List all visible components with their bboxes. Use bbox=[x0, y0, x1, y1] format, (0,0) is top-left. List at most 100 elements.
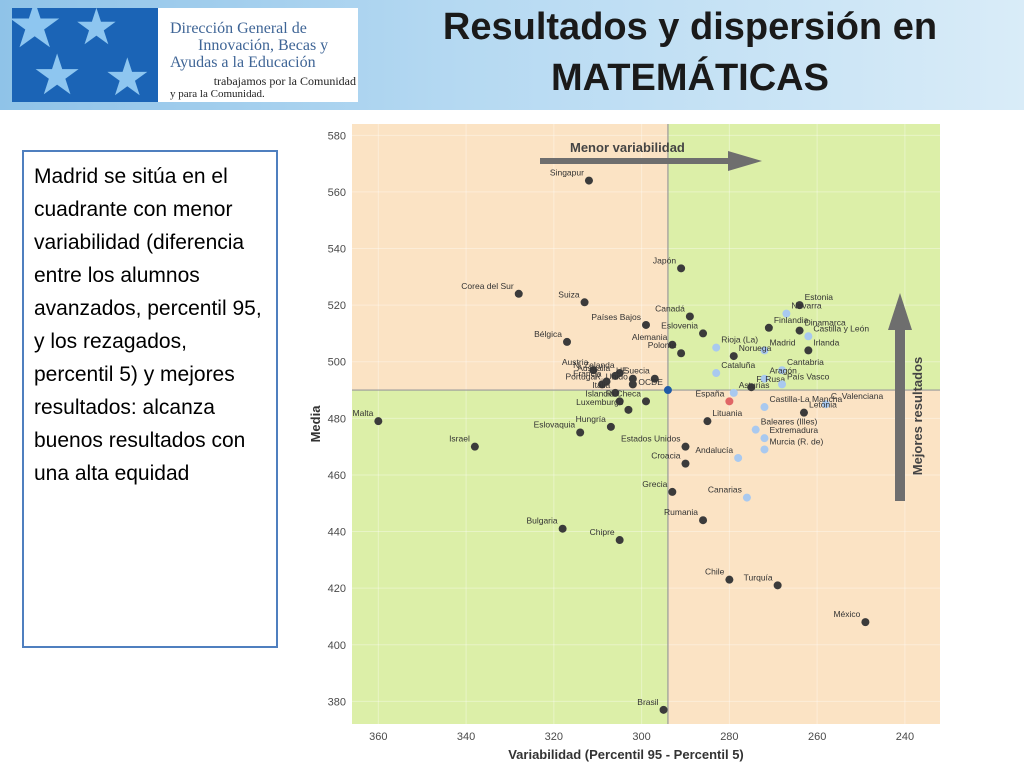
slide-title-line: Resultados y dispersión en bbox=[442, 6, 938, 48]
y-tick-label: 540 bbox=[328, 244, 346, 256]
data-point-label: Eslovaquia bbox=[534, 419, 576, 429]
data-point bbox=[795, 326, 804, 335]
data-point bbox=[606, 422, 615, 431]
explanation-text-box: Madrid se sitúa en el cuadrante con meno… bbox=[22, 150, 278, 648]
y-tick-label: 580 bbox=[328, 130, 346, 142]
data-point bbox=[712, 343, 721, 352]
data-point bbox=[659, 705, 668, 714]
data-point bbox=[615, 536, 624, 545]
data-point bbox=[628, 380, 637, 389]
data-point-label: Baleares (Illes) bbox=[761, 417, 818, 427]
data-point-label: Canadá bbox=[655, 303, 685, 313]
data-point-label: Dinamarca bbox=[805, 318, 846, 328]
data-point bbox=[580, 298, 589, 307]
data-point bbox=[576, 428, 585, 437]
data-point bbox=[725, 397, 734, 406]
data-point bbox=[712, 369, 721, 378]
data-point-label: España bbox=[696, 388, 725, 398]
quadrant-bottom-right bbox=[667, 390, 940, 724]
arrow-x-label: Menor variabilidad bbox=[570, 140, 685, 155]
x-tick-label: 240 bbox=[896, 731, 914, 743]
data-point-label: Eslovenia bbox=[661, 320, 698, 330]
star-icon: ★ bbox=[12, 8, 64, 63]
y-tick-label: 460 bbox=[328, 470, 346, 482]
data-point bbox=[628, 374, 637, 383]
data-point bbox=[663, 386, 672, 395]
data-point bbox=[773, 581, 782, 590]
data-point-label: Francia bbox=[573, 369, 602, 379]
data-point-label: Estonia bbox=[805, 292, 834, 302]
y-tick-label: 520 bbox=[328, 300, 346, 312]
data-point bbox=[703, 417, 712, 426]
data-point bbox=[725, 575, 734, 584]
slide-title: Resultados y dispersión en MATEMÁTICAS bbox=[372, 2, 1008, 104]
data-point-label: UE bbox=[616, 366, 628, 376]
data-point-label: R. Unido bbox=[595, 371, 628, 381]
data-point bbox=[782, 309, 791, 318]
data-point-label: Murcia (R. de) bbox=[769, 436, 823, 446]
arrow-right-icon bbox=[540, 151, 762, 171]
data-point bbox=[668, 487, 677, 496]
data-point bbox=[624, 405, 633, 414]
star-icon: ★ bbox=[32, 43, 83, 103]
data-point-label: Castilla-La Mancha bbox=[769, 394, 842, 404]
data-point bbox=[760, 445, 769, 454]
data-point-label: Alemania bbox=[632, 332, 668, 342]
data-point bbox=[799, 408, 808, 417]
x-tick-label: 260 bbox=[808, 731, 826, 743]
data-point bbox=[729, 388, 738, 397]
x-tick-label: 280 bbox=[720, 731, 738, 743]
logo-text: Dirección General de Innovación, Becas y… bbox=[170, 20, 356, 101]
data-point-label: Suecia bbox=[624, 366, 650, 376]
scatter-chart: 380 400 420 440 460 480 500 520 540 560 580 360 340 3… bbox=[300, 118, 952, 768]
logo-line: Innovación, Becas y bbox=[198, 37, 329, 54]
y-tick-label: 560 bbox=[328, 187, 346, 199]
data-point bbox=[374, 417, 383, 426]
data-point-label: Castilla y León bbox=[813, 323, 869, 333]
data-point-label: F. Rusa bbox=[756, 374, 785, 384]
data-point bbox=[589, 366, 598, 375]
data-point bbox=[615, 397, 624, 406]
data-point bbox=[584, 176, 593, 185]
data-point-label: Turquía bbox=[744, 572, 773, 582]
slide-title-line: MATEMÁTICAS bbox=[551, 57, 829, 99]
scatter-chart-svg: 380 400 420 440 460 480 500 520 540 560 580 360 340 3… bbox=[308, 124, 940, 762]
data-point bbox=[699, 329, 708, 338]
data-point-label: Bulgaria bbox=[526, 516, 557, 526]
arrow-up-icon bbox=[888, 293, 912, 501]
data-point-label: México bbox=[833, 609, 860, 619]
logo-line: Ayudas a la Educación bbox=[170, 54, 316, 71]
y-tick-label: 380 bbox=[328, 696, 346, 708]
data-point-label: Singapur bbox=[550, 168, 584, 178]
data-point bbox=[795, 301, 804, 310]
data-point-label: Chile bbox=[705, 567, 725, 577]
data-point-label: Asturias bbox=[739, 380, 770, 390]
data-point-label: C. Valenciana bbox=[831, 391, 884, 401]
data-point bbox=[668, 340, 677, 349]
data-point-label: Bélgica bbox=[534, 329, 562, 339]
y-tick-label: 500 bbox=[328, 357, 346, 369]
data-point bbox=[751, 425, 760, 434]
y-tick-label: 440 bbox=[328, 527, 346, 539]
data-point-label: Cantabria bbox=[787, 357, 824, 367]
data-point-label: Croacia bbox=[651, 451, 681, 461]
institution-logo: ★ ★ ★ ★ Dirección General de Innovación,… bbox=[12, 8, 358, 102]
data-point bbox=[760, 434, 769, 443]
data-point-label: Grecia bbox=[642, 479, 667, 489]
y-tick-label: 480 bbox=[328, 413, 346, 425]
data-point-label: Australia bbox=[577, 363, 610, 373]
data-point bbox=[699, 516, 708, 525]
data-point-label: Italia bbox=[592, 380, 610, 390]
data-point-label: Aragón bbox=[769, 366, 797, 376]
data-point-label: Lituania bbox=[712, 408, 742, 418]
data-point bbox=[729, 352, 738, 361]
data-point-label: Luxemburgo bbox=[576, 397, 624, 407]
star-icon: ★ bbox=[104, 48, 151, 102]
data-point-label: Rioja (La) bbox=[721, 335, 758, 345]
quadrant-top-left bbox=[352, 124, 668, 391]
x-tick-label: 300 bbox=[632, 731, 650, 743]
data-point-label: Japón bbox=[653, 255, 676, 265]
data-point bbox=[681, 459, 690, 468]
data-point-label: Chipre bbox=[590, 527, 615, 537]
data-point-label: N. Zelanda bbox=[573, 360, 615, 370]
